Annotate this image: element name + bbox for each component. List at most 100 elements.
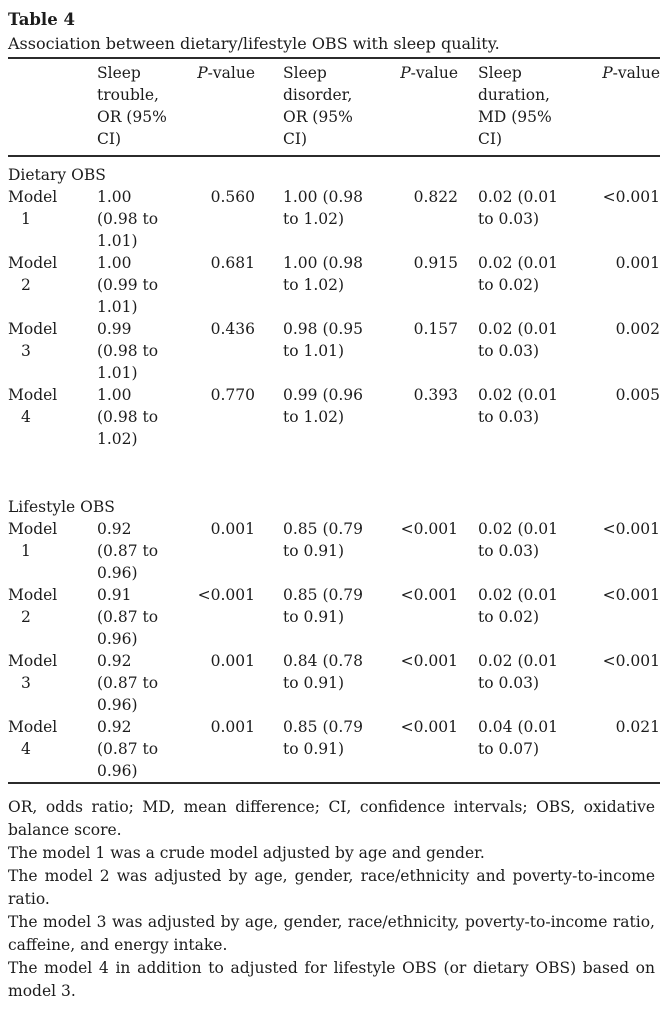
pvalue-italic-p: P: [400, 64, 411, 82]
cell-or-disorder: 0.85 (0.79 to 0.91): [283, 586, 363, 626]
footnote-model-2: The model 2 was adjusted by age, gender,…: [8, 867, 655, 908]
pvalue-rest: -value: [207, 64, 255, 82]
table-row: Model 1 0.92 (0.87 to 0.96) 0.001 0.85 (…: [8, 518, 660, 584]
cell-or-trouble: 0.92 (0.87 to 0.96): [97, 652, 159, 714]
cell-pvalue-trouble: 0.560: [210, 188, 255, 206]
cell-pvalue-trouble: 0.436: [210, 320, 255, 338]
cell-pvalue-duration: <0.001: [602, 586, 660, 604]
cell-pvalue-duration: 0.005: [615, 386, 660, 404]
table-row: Model 3 0.92 (0.87 to 0.96) 0.001 0.84 (…: [8, 650, 660, 716]
cell-pvalue-disorder: <0.001: [400, 718, 458, 736]
cell-pvalue-disorder: 0.915: [413, 254, 458, 272]
cell-pvalue-duration: <0.001: [602, 652, 660, 670]
cell-pvalue-trouble: 0.001: [210, 520, 255, 538]
cell-md-duration: 0.02 (0.01 to 0.02): [478, 586, 558, 626]
cell-md-duration: 0.02 (0.01 to 0.03): [478, 520, 558, 560]
cell-or-disorder: 0.85 (0.79 to 0.91): [283, 718, 363, 758]
table-row: Model 3 0.99 (0.98 to 1.01) 0.436 0.98 (…: [8, 318, 660, 384]
row-label-model: Model 4: [8, 718, 58, 758]
cell-or-trouble: 0.91 (0.87 to 0.96): [97, 586, 159, 648]
pvalue-italic-p: P: [197, 64, 208, 82]
cell-or-trouble: 0.92 (0.87 to 0.96): [97, 718, 159, 780]
row-label-cell: Model 3: [8, 318, 97, 384]
pvalue-rest: -value: [612, 64, 660, 82]
pvalue-italic-p: P: [602, 64, 613, 82]
cell-md-duration: 0.02 (0.01 to 0.02): [478, 254, 558, 294]
cell-or-trouble: 1.00 (0.98 to 1.02): [97, 386, 159, 448]
footnote-model-3: The model 3 was adjusted by age, gender,…: [8, 913, 655, 954]
cell-or-disorder: 1.00 (0.98 to 1.02): [283, 254, 363, 294]
section-label: Lifestyle OBS: [8, 498, 115, 516]
cell-or-disorder: 0.84 (0.78 to 0.91): [283, 652, 363, 692]
row-label-cell: Model 2: [8, 252, 97, 318]
section-label: Dietary OBS: [8, 166, 106, 184]
header-row: Sleep trouble, OR (95% CI) P-value Sleep…: [8, 58, 660, 157]
cell-md-duration: 0.02 (0.01 to 0.03): [478, 188, 558, 228]
cell-pvalue-duration: <0.001: [602, 520, 660, 538]
cell-md-duration: 0.02 (0.01 to 0.03): [478, 320, 558, 360]
cell-pvalue-disorder: 0.822: [413, 188, 458, 206]
table-caption: Association between dietary/lifestyle OB…: [8, 34, 500, 53]
footnote-model-1: The model 1 was a crude model adjusted b…: [8, 844, 485, 862]
header-sleep-trouble: Sleep trouble, OR (95% CI): [97, 58, 197, 157]
header-pvalue-disorder: P-value: [392, 58, 478, 157]
row-label-cell: Model 3: [8, 650, 97, 716]
cell-or-disorder: 1.00 (0.98 to 1.02): [283, 188, 363, 228]
cell-pvalue-duration: 0.021: [615, 718, 660, 736]
cell-pvalue-disorder: 0.393: [413, 386, 458, 404]
footnotes: OR, odds ratio; MD, mean difference; CI,…: [8, 796, 655, 1003]
table-title: Table 4: [8, 10, 75, 29]
row-label-model: Model 3: [8, 320, 58, 360]
cell-pvalue-trouble: 0.001: [210, 718, 255, 736]
cell-or-trouble: 0.92 (0.87 to 0.96): [97, 520, 159, 582]
cell-pvalue-trouble: 0.681: [210, 254, 255, 272]
cell-pvalue-duration: 0.002: [615, 320, 660, 338]
row-label-model: Model 2: [8, 586, 58, 626]
results-table: Sleep trouble, OR (95% CI) P-value Sleep…: [8, 57, 660, 784]
row-label-model: Model 1: [8, 188, 58, 228]
header-pvalue-duration: P-value: [583, 58, 660, 157]
table-row: Model 2 0.91 (0.87 to 0.96) <0.001 0.85 …: [8, 584, 660, 650]
row-label-cell: Model 2: [8, 584, 97, 650]
cell-or-trouble: 1.00 (0.99 to 1.01): [97, 254, 159, 316]
row-label-model: Model 3: [8, 652, 58, 692]
row-label-cell: Model 1: [8, 186, 97, 252]
cell-pvalue-duration: 0.001: [615, 254, 660, 272]
cell-or-disorder: 0.85 (0.79 to 0.91): [283, 520, 363, 560]
cell-or-trouble: 0.99 (0.98 to 1.01): [97, 320, 159, 382]
table-row: Model 1 1.00 (0.98 to 1.01) 0.560 1.00 (…: [8, 186, 660, 252]
section-spacer: [8, 450, 660, 496]
cell-md-duration: 0.04 (0.01 to 0.07): [478, 718, 558, 758]
cell-pvalue-disorder: <0.001: [400, 520, 458, 538]
header-pvalue-trouble: P-value: [197, 58, 283, 157]
cell-md-duration: 0.02 (0.01 to 0.03): [478, 652, 558, 692]
cell-pvalue-duration: <0.001: [602, 188, 660, 206]
header-sleep-duration: Sleep duration, MD (95% CI): [478, 58, 583, 157]
header-empty: [8, 58, 97, 157]
row-label-cell: Model 1: [8, 518, 97, 584]
section-header-lifestyle: Lifestyle OBS: [8, 496, 660, 518]
row-label-model: Model 2: [8, 254, 58, 294]
cell-pvalue-trouble: <0.001: [197, 586, 255, 604]
table-row: Model 4 0.92 (0.87 to 0.96) 0.001 0.85 (…: [8, 716, 660, 783]
table-row: Model 4 1.00 (0.98 to 1.02) 0.770 0.99 (…: [8, 384, 660, 450]
section-header-dietary: Dietary OBS: [8, 156, 660, 186]
cell-md-duration: 0.02 (0.01 to 0.03): [478, 386, 558, 426]
header-sleep-disorder: Sleep disorder, OR (95% CI): [283, 58, 392, 157]
row-label-model: Model 4: [8, 386, 58, 426]
row-label-cell: Model 4: [8, 384, 97, 450]
cell-pvalue-disorder: 0.157: [413, 320, 458, 338]
cell-or-trouble: 1.00 (0.98 to 1.01): [97, 188, 159, 250]
cell-or-disorder: 0.99 (0.96 to 1.02): [283, 386, 363, 426]
pvalue-rest: -value: [410, 64, 458, 82]
cell-or-disorder: 0.98 (0.95 to 1.01): [283, 320, 363, 360]
row-label-model: Model 1: [8, 520, 58, 560]
cell-pvalue-disorder: <0.001: [400, 586, 458, 604]
footnote-abbreviations: OR, odds ratio; MD, mean difference; CI,…: [8, 798, 655, 839]
cell-pvalue-trouble: 0.770: [210, 386, 255, 404]
table-row: Model 2 1.00 (0.99 to 1.01) 0.681 1.00 (…: [8, 252, 660, 318]
row-label-cell: Model 4: [8, 716, 97, 783]
footnote-model-4: The model 4 in addition to adjusted for …: [8, 959, 655, 1000]
cell-pvalue-disorder: <0.001: [400, 652, 458, 670]
